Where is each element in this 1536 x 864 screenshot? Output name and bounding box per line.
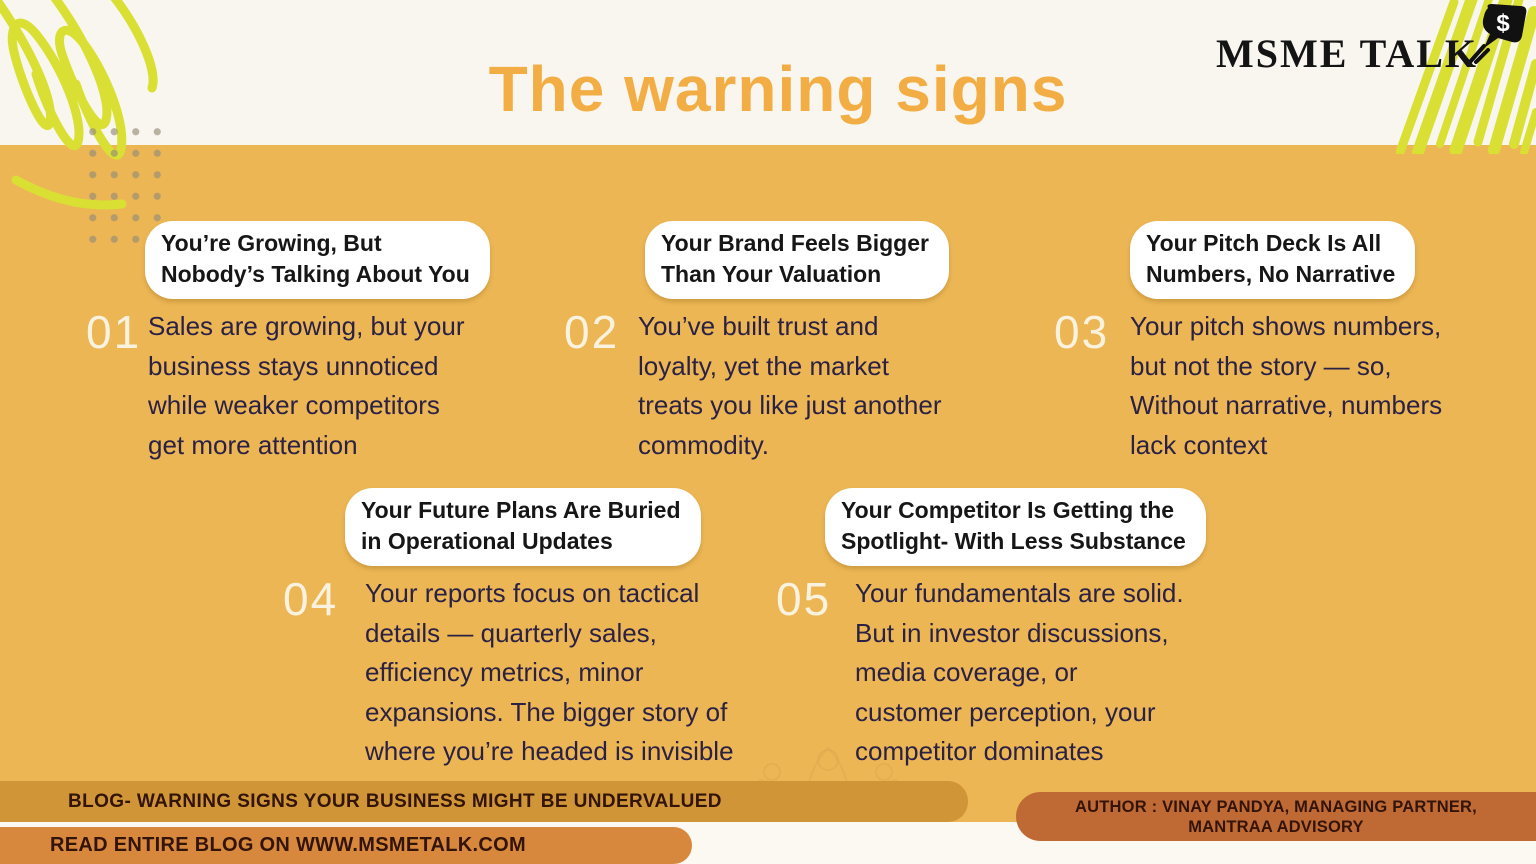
card-5-number: 05	[776, 573, 832, 625]
card-2-number: 02	[564, 306, 620, 358]
brand-logo-text: MSME TALK	[1215, 31, 1479, 76]
card-5-body: Your fundamentals are solid. But in inve…	[855, 578, 1184, 766]
card-2-body: You’ve built trust and loyalty, yet the …	[638, 311, 942, 460]
read-blog-banner: READ ENTIRE BLOG ON WWW.MSMETALK.COM	[0, 827, 692, 864]
card-4-number: 04	[283, 573, 339, 625]
card-1-number: 01	[86, 306, 142, 358]
card-2-title-pill: Your Brand Feels Bigger Than Your Valuat…	[645, 221, 949, 299]
card-3-body: Your pitch shows numbers, but not the st…	[1130, 311, 1443, 460]
card-1-title-pill: You’re Growing, But Nobody’s Talking Abo…	[145, 221, 490, 299]
header	[0, 0, 1536, 145]
author-banner: AUTHOR : VINAY PANDYA, MANAGING PARTNER,…	[1016, 792, 1536, 841]
card-3-title-pill: Your Pitch Deck Is All Numbers, No Narra…	[1130, 221, 1416, 299]
blog-title-banner: BLOG- WARNING SIGNS YOUR BUSINESS MIGHT …	[0, 781, 968, 822]
blog-title-text: BLOG- WARNING SIGNS YOUR BUSINESS MIGHT …	[68, 790, 722, 812]
page-title: The warning signs	[488, 53, 1068, 125]
card-3-number: 03	[1054, 306, 1110, 358]
card-1-body: Sales are growing, but your business sta…	[148, 311, 465, 460]
svg-text:$: $	[1496, 10, 1510, 37]
card-5-title-pill: Your Competitor Is Getting the Spotlight…	[825, 488, 1206, 566]
card-4-body: Your reports focus on tactical details —…	[365, 578, 734, 766]
read-blog-text: READ ENTIRE BLOG ON WWW.MSMETALK.COM	[50, 834, 526, 856]
dollar-chat-bubble-icon: $	[1468, 4, 1527, 64]
card-4-title-pill: Your Future Plans Are Buried in Operatio…	[345, 488, 701, 566]
